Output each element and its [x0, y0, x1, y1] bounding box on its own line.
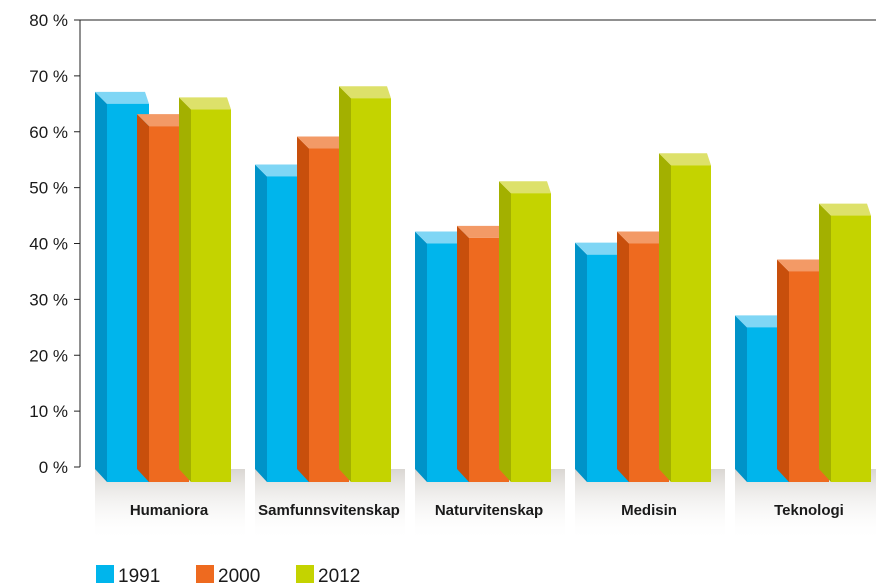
bar-top-face: [255, 164, 309, 177]
y-tick-label: 10 %: [29, 402, 68, 421]
bar-side-face: [735, 315, 747, 482]
bar-front-face: [671, 165, 711, 482]
legend-label: 2000: [218, 566, 260, 584]
bar-2012-medisin: [659, 153, 711, 482]
bar-side-face: [457, 225, 469, 482]
y-tick-label: 80 %: [29, 11, 68, 30]
bars: [95, 86, 871, 483]
bar-top-face: [415, 231, 469, 244]
bar-side-face: [659, 153, 671, 482]
y-tick-label: 70 %: [29, 67, 68, 86]
bar-front-face: [351, 98, 391, 482]
bar-2012-samfunnsvitenskap: [339, 86, 391, 482]
bar-side-face: [137, 114, 149, 482]
y-tick-label: 40 %: [29, 235, 68, 254]
x-category-label: Naturvitenskap: [435, 502, 543, 519]
legend-item-2000: 2000: [196, 565, 260, 584]
bar-top-face: [617, 231, 669, 244]
bar-side-face: [339, 86, 351, 482]
y-tick-label: 60 %: [29, 123, 68, 142]
legend-item-1991: 1991: [96, 565, 160, 584]
bar-top-face: [777, 259, 829, 272]
y-tick-label: 50 %: [29, 179, 68, 198]
bar-side-face: [499, 181, 511, 482]
bar-side-face: [575, 242, 587, 482]
x-category-label: Humaniora: [130, 502, 209, 519]
y-tick-label: 20 %: [29, 346, 68, 365]
x-category-label: Samfunnsvitenskap: [258, 502, 400, 519]
bar-side-face: [255, 164, 267, 482]
bar-top-face: [735, 315, 789, 328]
legend: 1991 2000 2012: [96, 565, 360, 584]
bar-top-face: [575, 242, 629, 255]
bar-2012-naturvitenskap: [499, 181, 551, 482]
bar-side-face: [297, 136, 309, 482]
x-category-label: Medisin: [621, 502, 677, 519]
bar-top-face: [659, 153, 711, 166]
legend-label: 2012: [318, 566, 360, 584]
legend-label: 1991: [118, 566, 160, 584]
bar-top-face: [297, 136, 349, 149]
x-axis: Humaniora Samfunnsvitenskap Naturvitenskap…: [130, 502, 844, 519]
bar-top-face: [499, 181, 551, 194]
y-tick-label: 30 %: [29, 290, 68, 309]
bar-side-face: [95, 91, 107, 482]
bar-top-face: [179, 97, 231, 110]
x-category-label: Teknologi: [774, 502, 844, 519]
bar-front-face: [831, 215, 871, 482]
bar-top-face: [457, 225, 509, 238]
bar-front-face: [511, 193, 551, 482]
bar-front-face: [191, 109, 231, 483]
legend-swatch: [196, 565, 214, 583]
bar-top-face: [137, 114, 189, 127]
bar-side-face: [777, 259, 789, 482]
legend-swatch: [96, 565, 114, 583]
y-tick-label: 0 %: [39, 458, 68, 477]
bar-side-face: [415, 231, 427, 482]
bar-side-face: [819, 203, 831, 482]
bar-2012-humaniora: [179, 97, 231, 483]
bar-side-face: [179, 97, 191, 483]
bar-top-face: [339, 86, 391, 99]
y-axis: 0 % 10 % 20 % 30 % 40 % 50 % 60 % 70 % 80 %: [29, 11, 80, 477]
bar-top-face: [95, 91, 149, 104]
legend-swatch: [296, 565, 314, 583]
bar-2012-teknologi: [819, 203, 871, 482]
legend-item-2012: 2012: [296, 565, 360, 584]
bar-side-face: [617, 231, 629, 482]
bar-top-face: [819, 203, 871, 216]
